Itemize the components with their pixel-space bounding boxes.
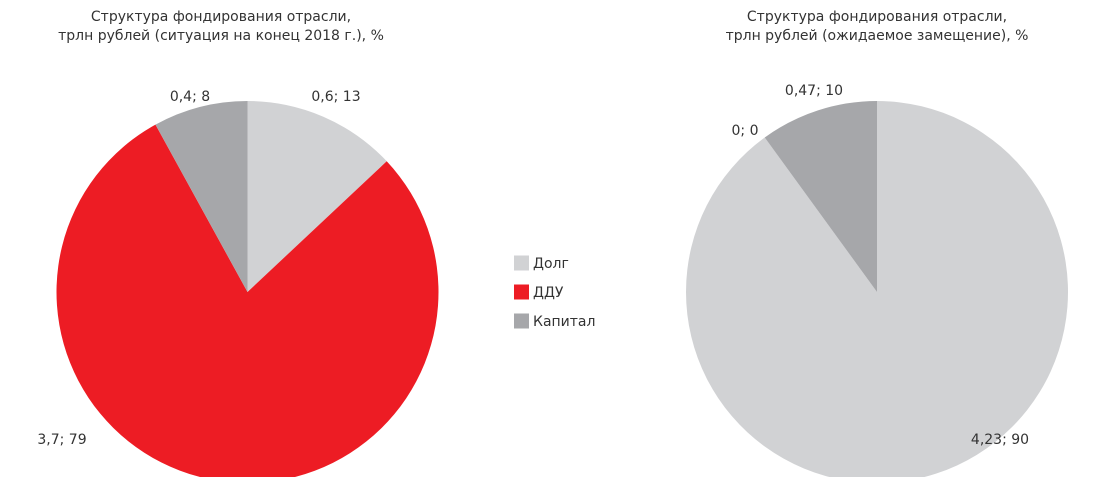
chart-title: трлн рублей (ожидаемое замещение), % [726,28,1029,44]
pie-slice [56,124,439,477]
data-label: 4,23; 90 [971,432,1029,448]
chart-title: Структура фондирования отрасли, [91,9,351,25]
legend-swatch [514,284,529,300]
legend-label: Капитал [533,314,595,330]
data-label: 0; 0 [732,123,759,139]
pie-slice [764,101,877,292]
data-label: 0,47; 10 [785,83,843,99]
data-label: 0,4; 8 [170,89,210,105]
legend-swatch [514,255,529,271]
legend-swatch [514,313,529,329]
chart-title: трлн рублей (ситуация на конец 2018 г.),… [58,28,384,44]
pie-slice [686,101,1068,477]
data-label: 0,6; 13 [311,89,360,105]
chart-title: Структура фондирования отрасли, [747,9,1007,25]
data-label: 3,7; 79 [37,432,86,448]
pie-slice [155,101,248,292]
pie-slice [247,101,387,292]
legend-label: ДДУ [533,285,564,301]
legend-label: Долг [533,256,569,272]
